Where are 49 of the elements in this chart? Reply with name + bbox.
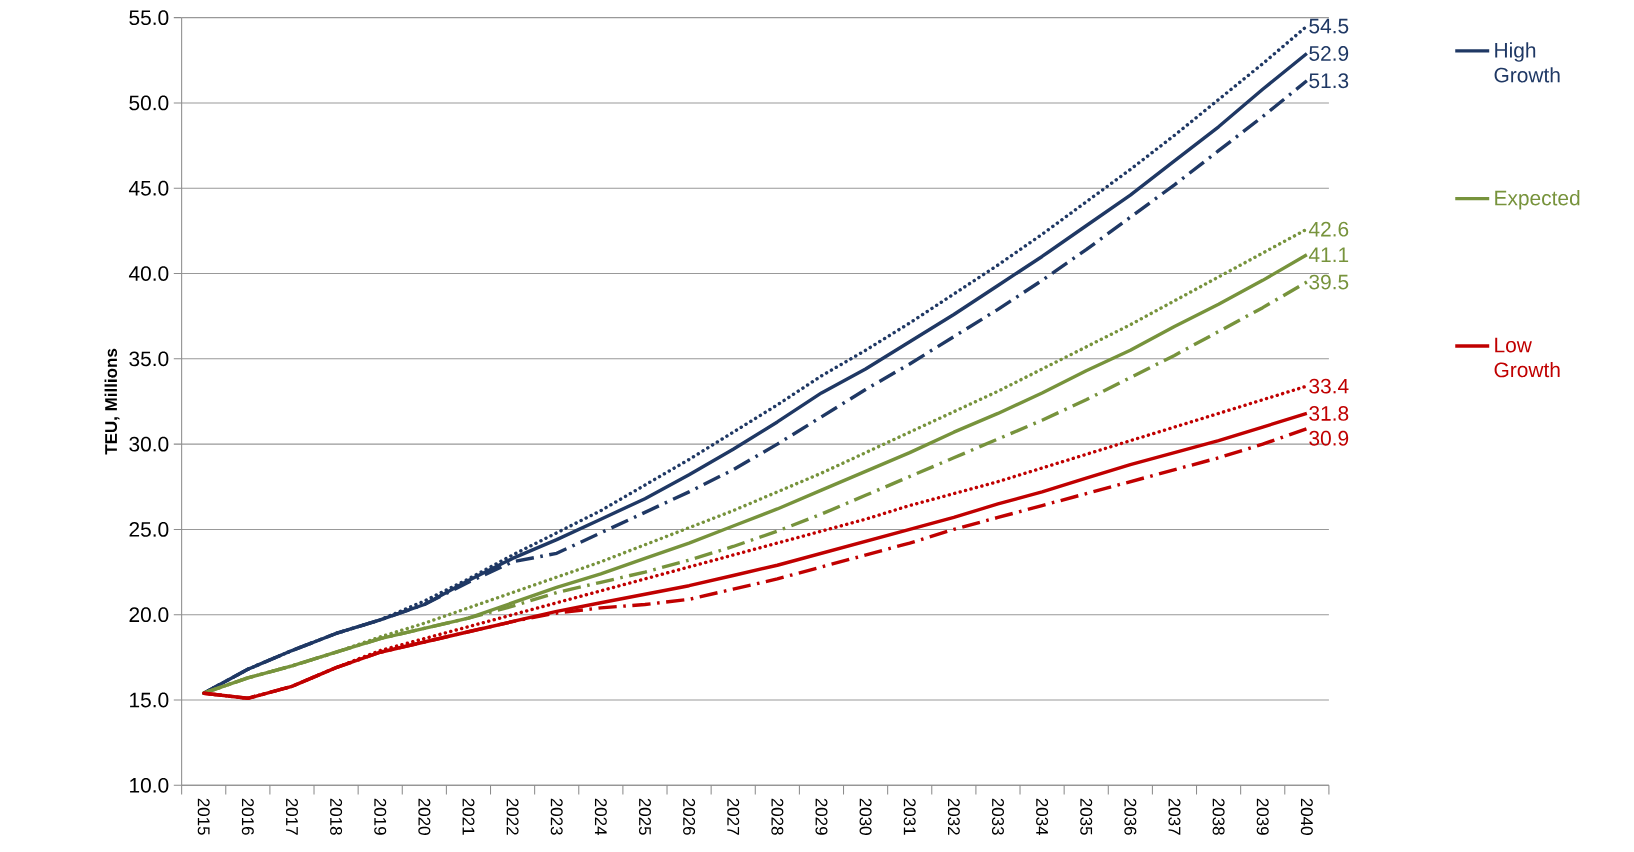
x-tick-label: 2018 — [330, 798, 343, 835]
data-label: 52.9 — [1309, 46, 1349, 62]
legend-label: High Growth — [1494, 42, 1560, 83]
data-label: 30.9 — [1309, 431, 1349, 446]
y-tick-label: 45.0 — [128, 181, 169, 196]
x-tick-label: 2037 — [1168, 798, 1181, 835]
y-tick-label: 50.0 — [129, 95, 169, 111]
x-tick-label: 2034 — [1036, 798, 1049, 836]
x-tick-label: 2021 — [462, 798, 475, 835]
data-label: 54.5 — [1309, 19, 1349, 34]
x-tick-label: 2026 — [683, 798, 696, 835]
legend-label: Low Growth — [1494, 338, 1560, 378]
x-tick-label: 2016 — [241, 798, 254, 835]
x-tick-label: 2039 — [1256, 798, 1269, 835]
x-tick-label: 2023 — [550, 798, 563, 835]
x-tick-label: 2022 — [506, 798, 519, 835]
y-tick-label: 55.0 — [129, 10, 169, 26]
x-tick-label: 2032 — [947, 798, 960, 835]
x-tick-label: 2033 — [991, 798, 1004, 835]
y-tick-label: 35.0 — [129, 351, 169, 367]
data-label: 39.5 — [1309, 274, 1349, 290]
y-tick-label: 40.0 — [128, 266, 169, 282]
x-tick-label: 2030 — [859, 798, 872, 836]
x-tick-label: 2027 — [727, 798, 740, 835]
x-tick-label: 2038 — [1212, 798, 1225, 835]
x-tick-label: 2029 — [815, 798, 828, 835]
x-tick-label: 2019 — [374, 798, 387, 835]
x-tick-label: 2024 — [594, 798, 607, 836]
data-label: 33.4 — [1309, 378, 1349, 394]
y-tick-label: 30.0 — [129, 436, 169, 452]
x-tick-label: 2031 — [903, 798, 916, 835]
y-tick-label: 15.0 — [130, 692, 169, 708]
legend-label: Expected — [1495, 190, 1580, 210]
x-tick-label: 2028 — [771, 798, 784, 835]
data-label: 41.1 — [1308, 247, 1349, 263]
x-tick-label: 2015 — [197, 798, 210, 836]
x-tick-label: 2036 — [1124, 798, 1137, 835]
x-tick-label: 2020 — [418, 798, 431, 836]
data-label: 31.8 — [1309, 406, 1349, 422]
y-axis-title: TEU, Millions — [104, 349, 120, 455]
y-tick-label: 25.0 — [129, 522, 169, 538]
data-label: 42.6 — [1308, 222, 1349, 237]
y-tick-label: 10.0 — [130, 778, 169, 793]
data-label: 51.3 — [1309, 73, 1349, 89]
x-tick-label: 2035 — [1080, 798, 1093, 836]
x-tick-label: 2025 — [638, 798, 651, 836]
y-tick-label: 20.0 — [129, 607, 169, 623]
x-tick-label: 2017 — [285, 798, 298, 835]
x-tick-label: 2040 — [1300, 798, 1313, 836]
